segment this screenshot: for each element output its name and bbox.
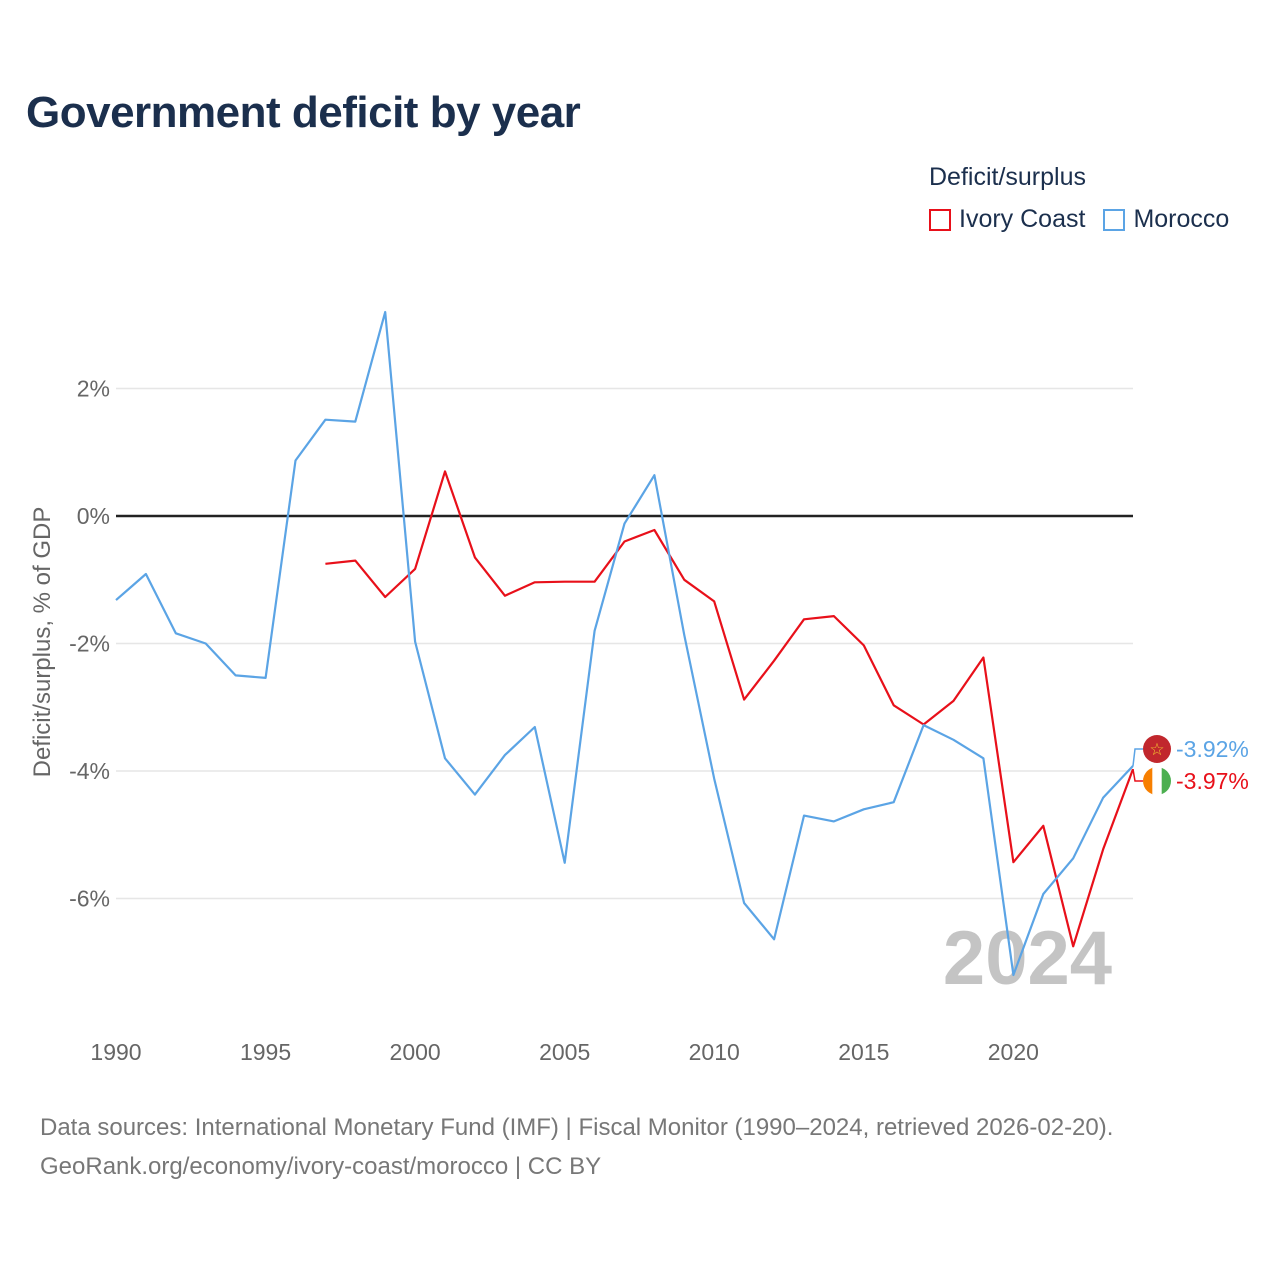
x-tick-label: 2010 <box>689 1039 740 1065</box>
legend: Ivory Coast Morocco <box>929 205 1247 234</box>
y-tick-label: 2% <box>77 376 110 402</box>
series-line-ivory-coast[interactable] <box>325 470 1135 948</box>
x-tick-label: 1990 <box>90 1039 141 1065</box>
y-axis-label: Deficit/surplus, % of GDP <box>29 507 56 778</box>
x-tick-label: 2015 <box>838 1039 889 1065</box>
attribution-link[interactable]: GeoRank.org/economy/ivory-coast/morocco … <box>40 1153 602 1180</box>
y-tick-label: -4% <box>69 758 110 784</box>
end-labels: -3.97% ☆ -3.92% <box>1132 735 1249 795</box>
legend-title: Deficit/surplus <box>929 163 1086 191</box>
end-connector <box>1132 768 1143 782</box>
legend-item-morocco[interactable]: Morocco <box>1103 205 1229 234</box>
line-chart: 2% 0% -2% -4% -6% 1990 1995 2000 2005 2010 2015 20… <box>29 310 1249 1065</box>
y-axis-ticks: 2% 0% -2% -4% -6% <box>69 376 110 912</box>
x-tick-label: 1995 <box>240 1039 291 1065</box>
source-note: Data sources: International Monetary Fun… <box>40 1114 1114 1141</box>
x-tick-label: 2000 <box>390 1039 441 1065</box>
x-axis-ticks: 1990 1995 2000 2005 2010 2015 2020 <box>90 1039 1039 1065</box>
legend-label-morocco: Morocco <box>1133 205 1230 233</box>
legend-swatch-morocco <box>1103 208 1126 231</box>
page-title: Government deficit by year <box>26 88 581 137</box>
y-tick-label: 0% <box>77 503 110 529</box>
x-tick-label: 2005 <box>539 1039 590 1065</box>
end-connector <box>1132 748 1143 766</box>
ivory-coast-flag-icon <box>1143 767 1171 795</box>
y-tick-label: -6% <box>69 886 110 912</box>
gridlines <box>116 387 1133 900</box>
morocco-flag-icon: ☆ <box>1143 735 1171 763</box>
series-line-morocco[interactable] <box>115 310 1134 977</box>
svg-text:☆: ☆ <box>1149 740 1164 759</box>
year-watermark: 2024 <box>943 916 1112 1001</box>
legend-swatch-ivory-coast <box>929 208 951 231</box>
legend-label-ivory-coast: Ivory Coast <box>959 205 1086 233</box>
end-value-label: -3.92% <box>1176 736 1249 762</box>
legend-item-ivory-coast[interactable]: Ivory Coast <box>929 205 1085 234</box>
x-tick-label: 2020 <box>988 1039 1039 1065</box>
end-value-label: -3.97% <box>1176 768 1249 794</box>
footer: Data sources: International Monetary Fun… <box>40 1108 1113 1186</box>
y-tick-label: -2% <box>69 631 110 657</box>
series-lines <box>115 310 1135 977</box>
